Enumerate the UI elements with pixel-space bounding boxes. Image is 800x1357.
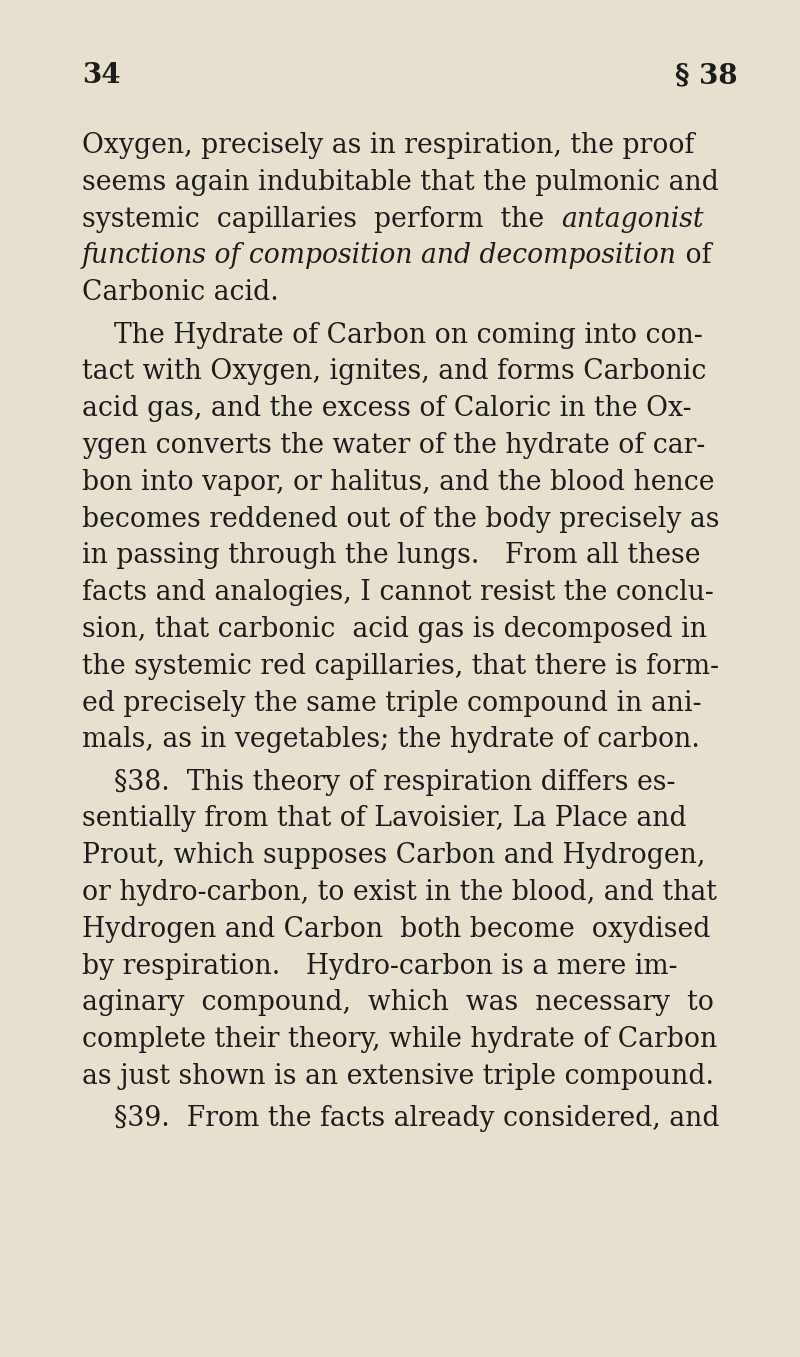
Text: Carbonic acid.: Carbonic acid.: [82, 280, 278, 307]
Text: mals, as in vegetables; the hydrate of carbon.: mals, as in vegetables; the hydrate of c…: [82, 726, 700, 753]
Text: 34: 34: [82, 62, 121, 90]
Text: seems again indubitable that the pulmonic and: seems again indubitable that the pulmoni…: [82, 168, 719, 195]
Text: in passing through the lungs.   From all these: in passing through the lungs. From all t…: [82, 543, 701, 570]
Text: complete their theory, while hydrate of Carbon: complete their theory, while hydrate of …: [82, 1026, 718, 1053]
Text: functions of composition and decomposition: functions of composition and decompositi…: [82, 243, 677, 270]
Text: tact with Oxygen, ignites, and forms Carbonic: tact with Oxygen, ignites, and forms Car…: [82, 358, 706, 385]
Text: ygen converts the water of the hydrate of car-: ygen converts the water of the hydrate o…: [82, 432, 706, 459]
Text: sentially from that of Lavoisier, La Place and: sentially from that of Lavoisier, La Pla…: [82, 806, 686, 832]
Text: facts and analogies, I cannot resist the conclu-: facts and analogies, I cannot resist the…: [82, 579, 714, 607]
Text: Oxygen, precisely as in respiration, the proof: Oxygen, precisely as in respiration, the…: [82, 132, 694, 159]
Text: §38.  This theory of respiration differs es-: §38. This theory of respiration differs …: [114, 768, 675, 795]
Text: Hydrogen and Carbon  both become  oxydised: Hydrogen and Carbon both become oxydised: [82, 916, 710, 943]
Text: becomes reddened out of the body precisely as: becomes reddened out of the body precise…: [82, 506, 719, 532]
Text: Prout, which supposes Carbon and Hydrogen,: Prout, which supposes Carbon and Hydroge…: [82, 843, 706, 870]
Text: by respiration.   Hydro-carbon is a mere im-: by respiration. Hydro-carbon is a mere i…: [82, 953, 678, 980]
Text: ed precisely the same triple compound in ani-: ed precisely the same triple compound in…: [82, 689, 702, 716]
Text: or hydro-carbon, to exist in the blood, and that: or hydro-carbon, to exist in the blood, …: [82, 879, 717, 906]
Text: § 38: § 38: [675, 62, 738, 90]
Text: of: of: [677, 243, 711, 270]
Text: sion, that carbonic  acid gas is decomposed in: sion, that carbonic acid gas is decompos…: [82, 616, 707, 643]
Text: §39.  From the facts already considered, and: §39. From the facts already considered, …: [114, 1106, 719, 1132]
Text: as just shown is an extensive triple compound.: as just shown is an extensive triple com…: [82, 1063, 714, 1090]
Text: bon into vapor, or halitus, and the blood hence: bon into vapor, or halitus, and the bloo…: [82, 468, 714, 495]
Text: antagonist: antagonist: [561, 206, 704, 232]
Text: the systemic red capillaries, that there is form-: the systemic red capillaries, that there…: [82, 653, 719, 680]
Text: systemic  capillaries  perform  the: systemic capillaries perform the: [82, 206, 561, 232]
Text: The Hydrate of Carbon on coming into con-: The Hydrate of Carbon on coming into con…: [114, 322, 702, 349]
Text: aginary  compound,  which  was  necessary  to: aginary compound, which was necessary to: [82, 989, 714, 1016]
Text: acid gas, and the excess of Caloric in the Ox-: acid gas, and the excess of Caloric in t…: [82, 395, 691, 422]
